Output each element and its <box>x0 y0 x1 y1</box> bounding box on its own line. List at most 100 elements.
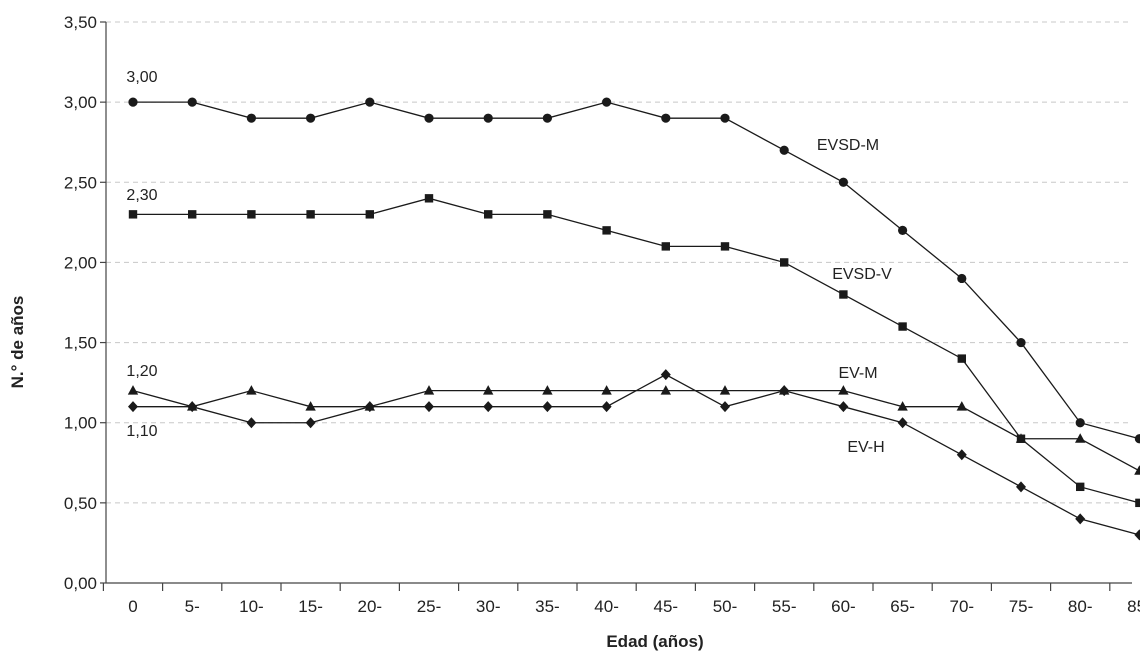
data-point <box>246 113 256 123</box>
series-layer <box>127 97 1140 541</box>
data-point <box>187 97 197 107</box>
data-point <box>1015 433 1027 443</box>
data-point <box>898 322 907 331</box>
data-point <box>128 97 138 107</box>
data-point <box>364 401 375 413</box>
x-axis-title: Edad (años) <box>606 632 703 651</box>
series-ev-h <box>128 369 1140 541</box>
x-tick-label: 25- <box>417 597 442 616</box>
x-tick-label: 50- <box>713 597 738 616</box>
data-label: 1,20 <box>126 363 157 380</box>
data-point <box>306 113 316 123</box>
y-tick-label: 1,00 <box>64 414 97 433</box>
data-point <box>897 401 908 411</box>
data-point <box>424 401 434 413</box>
data-point <box>542 401 553 413</box>
x-tick-label: 35- <box>535 597 560 616</box>
series-line <box>133 101 1140 440</box>
data-point <box>1135 498 1140 508</box>
data-point <box>483 385 494 395</box>
data-point <box>128 210 138 219</box>
data-point <box>1075 433 1086 443</box>
data-point <box>779 385 790 397</box>
data-point <box>543 210 552 219</box>
x-tick-label: 20- <box>358 597 383 616</box>
y-tick-label: 2,00 <box>64 253 97 272</box>
data-point <box>660 385 671 395</box>
x-tick-label: 30- <box>476 597 501 616</box>
data-point <box>542 113 553 123</box>
y-tick-label: 3,50 <box>64 13 97 32</box>
series-evsd-v <box>128 194 1140 508</box>
data-point <box>247 210 256 219</box>
data-point <box>246 417 257 429</box>
series-label: EV-H <box>847 439 884 456</box>
data-point <box>602 226 611 235</box>
y-tick-label: 0,00 <box>64 574 97 593</box>
series-label: EV-M <box>838 365 877 382</box>
x-tick-label: 10- <box>239 597 264 616</box>
data-point <box>483 113 493 123</box>
series-line <box>133 197 1140 504</box>
data-point <box>601 385 612 395</box>
data-point <box>1134 465 1140 475</box>
data-point <box>720 113 730 123</box>
series-label: EVSD-V <box>832 266 892 283</box>
data-point <box>424 194 434 203</box>
x-tick-label: 0 <box>128 597 137 616</box>
x-tick-label: 45- <box>654 597 679 616</box>
series-line <box>132 389 1140 472</box>
x-tick-label: 80- <box>1068 597 1093 616</box>
data-point <box>484 210 493 219</box>
gridlines <box>106 21 1132 504</box>
y-tick-label: 3,00 <box>64 93 97 112</box>
data-point <box>1076 482 1085 492</box>
data-label: 2,30 <box>126 187 157 204</box>
data-point <box>127 385 139 395</box>
data-point <box>305 401 316 411</box>
y-tick-label: 1,50 <box>64 334 97 353</box>
data-point <box>1016 337 1026 348</box>
data-point <box>839 290 848 299</box>
data-point <box>780 258 789 267</box>
data-point <box>898 225 908 235</box>
data-point <box>1016 481 1026 493</box>
data-point <box>305 417 316 429</box>
y-axis-title: N.° de años <box>8 296 27 389</box>
data-point <box>602 97 612 107</box>
x-tick-label: 15- <box>298 597 323 616</box>
series-label: EVSD-M <box>817 137 879 154</box>
data-point <box>483 401 494 413</box>
data-point <box>661 242 670 251</box>
data-point <box>838 401 849 413</box>
x-tick-label: 60- <box>831 597 856 616</box>
data-point <box>365 210 374 219</box>
data-point <box>365 97 375 107</box>
data-point <box>957 273 967 284</box>
label-layer: EVSD-M EVSD-V EV-M EV-H 3,00 2,30 1,20 1,10 <box>126 69 892 456</box>
data-point <box>188 210 197 219</box>
data-point <box>1075 418 1085 428</box>
series-evsd-m <box>128 97 1140 444</box>
data-point <box>897 417 908 429</box>
data-point <box>957 354 966 363</box>
data-point <box>956 449 967 461</box>
data-point <box>601 401 612 413</box>
x-tick-label: 75- <box>1009 597 1034 616</box>
data-point <box>779 145 789 155</box>
data-point <box>720 401 730 413</box>
x-tick-label: 40- <box>594 597 619 616</box>
series-ev-m <box>127 385 1140 475</box>
data-point <box>306 210 315 219</box>
x-tick-label: 65- <box>890 597 915 616</box>
data-label: 3,00 <box>126 69 157 86</box>
data-point <box>1134 434 1140 444</box>
data-point <box>720 242 730 251</box>
data-point <box>838 177 849 187</box>
data-point <box>1075 513 1086 525</box>
axes: 0,00 0,50 1,00 1,50 2,00 2,50 3,00 3,50 0 5- 10- 15… <box>64 13 1140 616</box>
data-point <box>1134 529 1140 541</box>
x-tick-label: 70- <box>950 597 975 616</box>
x-tick-label: 5- <box>185 597 200 616</box>
